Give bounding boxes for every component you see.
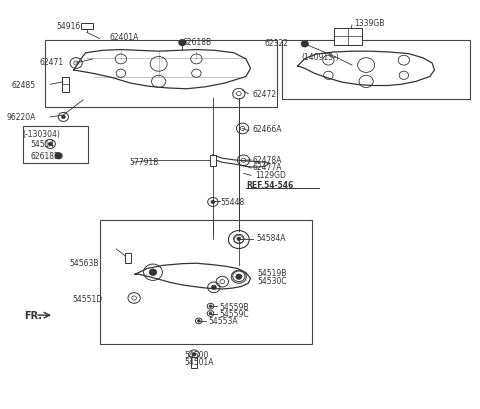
Text: 54551D: 54551D [73, 294, 103, 303]
Bar [191, 357, 197, 368]
Bar [334, 29, 362, 45]
Text: 62466A: 62466A [253, 125, 282, 134]
Circle shape [61, 116, 65, 119]
Text: 62618B: 62618B [182, 38, 211, 47]
Text: 54500: 54500 [185, 350, 209, 359]
Text: 96220A: 96220A [7, 113, 36, 122]
Text: 62322: 62322 [264, 38, 288, 47]
Bar [210, 155, 216, 166]
Circle shape [55, 153, 62, 159]
Text: 57791B: 57791B [130, 158, 159, 167]
Circle shape [179, 40, 186, 46]
Text: 1129GD: 1129GD [255, 171, 286, 180]
Text: 62478A: 62478A [253, 155, 282, 164]
Circle shape [149, 269, 157, 276]
Circle shape [211, 201, 215, 204]
Text: 62471: 62471 [39, 58, 63, 67]
Text: 55448: 55448 [220, 198, 244, 207]
Text: 54559B: 54559B [219, 302, 249, 311]
Circle shape [211, 285, 216, 290]
Bar [61, 78, 69, 92]
Circle shape [236, 274, 242, 280]
Text: 62477A: 62477A [253, 162, 282, 171]
Bar [125, 253, 132, 264]
Circle shape [209, 305, 212, 308]
Text: 62472: 62472 [253, 90, 277, 99]
Circle shape [209, 312, 212, 315]
Bar [46, 40, 276, 108]
Text: 62401A: 62401A [109, 33, 139, 42]
Bar [23, 127, 88, 164]
Bar [100, 220, 312, 344]
Circle shape [237, 238, 240, 241]
Circle shape [192, 353, 196, 356]
Circle shape [301, 42, 308, 47]
Bar [282, 40, 470, 99]
Circle shape [48, 143, 52, 146]
Text: 62618B: 62618B [30, 152, 60, 161]
Text: 54530C: 54530C [258, 276, 288, 285]
Bar [81, 24, 93, 30]
Text: 54501A: 54501A [185, 357, 214, 366]
Text: FR.: FR. [24, 310, 42, 320]
Text: (140913-): (140913-) [301, 52, 339, 61]
Text: 54563B: 54563B [69, 258, 98, 267]
Text: 1339GB: 1339GB [354, 19, 384, 27]
Text: 54553A: 54553A [208, 317, 238, 326]
Text: 54514: 54514 [30, 140, 55, 149]
Text: 54916: 54916 [57, 22, 81, 30]
Text: 54559C: 54559C [219, 309, 249, 318]
Text: 54584A: 54584A [257, 234, 286, 243]
Text: 62485: 62485 [12, 81, 36, 90]
Text: (-130304): (-130304) [23, 130, 60, 139]
Circle shape [197, 320, 200, 322]
Text: 54519B: 54519B [258, 268, 287, 277]
Text: REF.54-546: REF.54-546 [246, 180, 293, 189]
